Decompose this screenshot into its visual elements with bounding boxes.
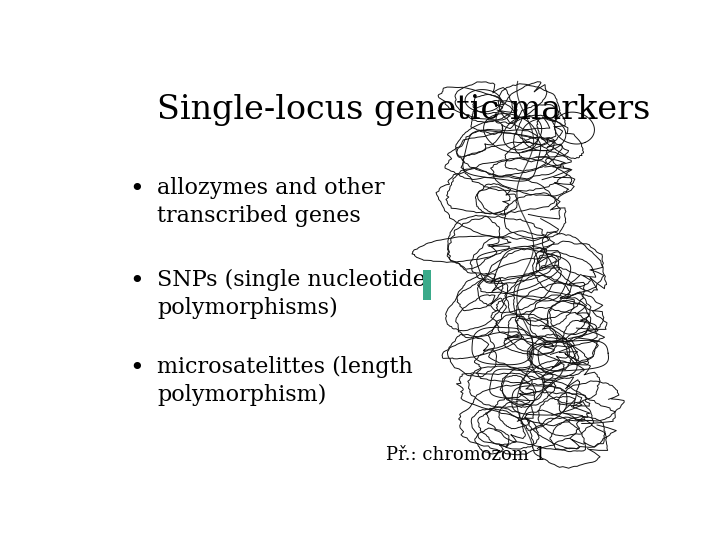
Text: Př.: chromozóm 1: Př.: chromozóm 1 [386,446,546,464]
Text: microsatelittes (length
polymorphism): microsatelittes (length polymorphism) [157,356,413,406]
Text: •: • [129,268,144,293]
Bar [423,270,431,300]
Text: •: • [129,177,144,201]
Text: allozymes and other
transcribed genes: allozymes and other transcribed genes [157,177,384,227]
Text: SNPs (single nucleotide
polymorphisms): SNPs (single nucleotide polymorphisms) [157,268,426,319]
Text: Single-locus genetic markers: Single-locus genetic markers [157,94,650,126]
Text: •: • [129,356,144,380]
